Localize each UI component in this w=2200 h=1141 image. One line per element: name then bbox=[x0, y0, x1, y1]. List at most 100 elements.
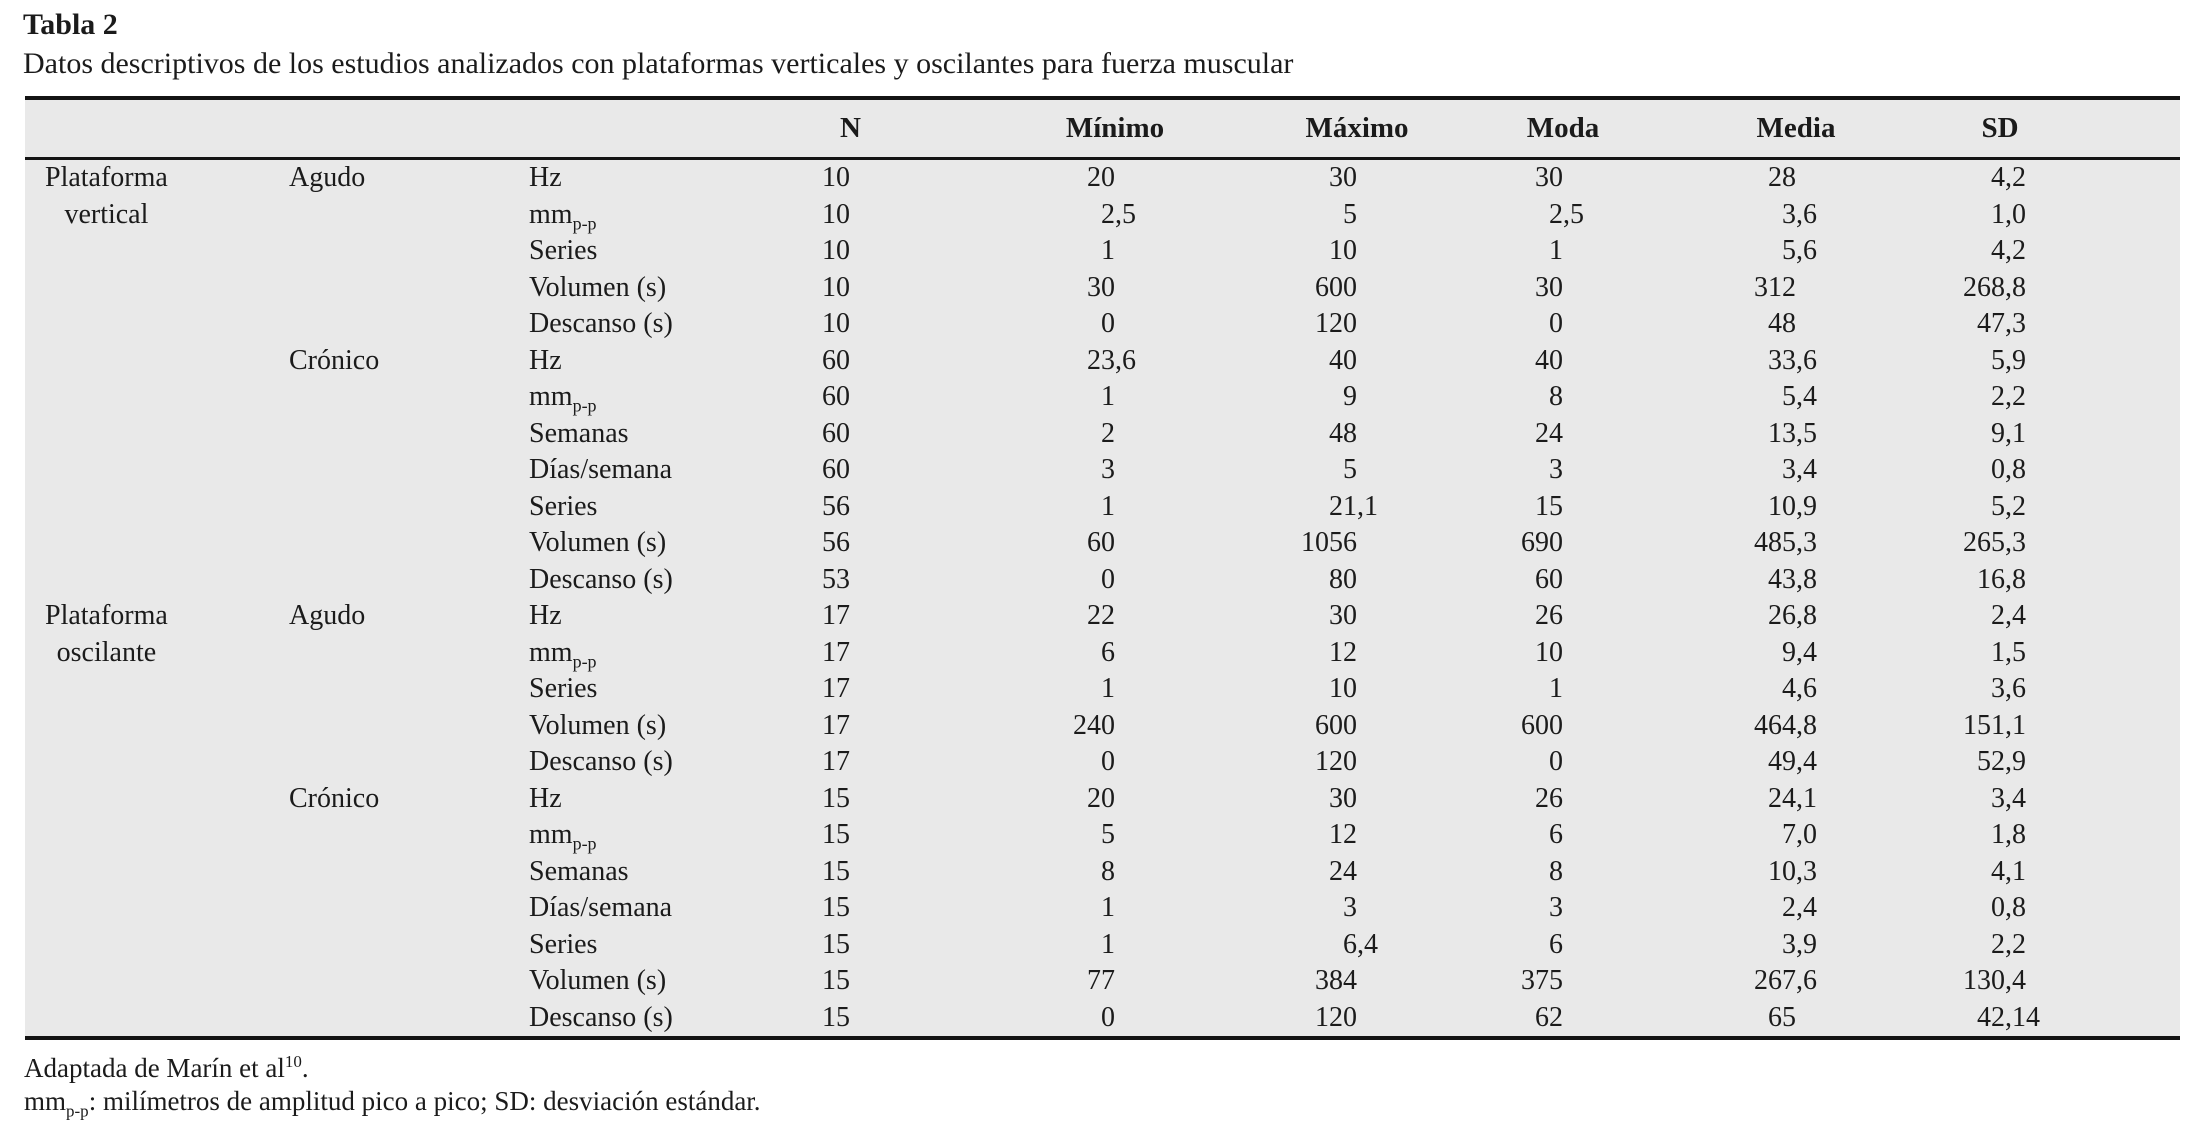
table-row: mmp-p 15 5 12 6 7,0 1,8 bbox=[25, 817, 2180, 854]
value-decimal-part: ,5 bbox=[2005, 636, 2026, 668]
table-body: Plataforma vertical Agudo Hz 10 20 30 30 28 4,2 mm… bbox=[25, 159, 2180, 1039]
variable-cell: Series bbox=[529, 490, 598, 522]
value-decimal-part bbox=[1563, 744, 1680, 781]
value: 0 bbox=[982, 562, 1236, 599]
value-integer-part: 9 bbox=[1782, 636, 1796, 668]
value: 4,2 bbox=[1900, 233, 2180, 270]
value-cell: 49,4 bbox=[1680, 744, 1900, 781]
value-integer-part: 1 bbox=[1101, 490, 1115, 522]
value-decimal-part: ,1 bbox=[1796, 782, 1817, 814]
value-integer-part: 2 bbox=[1991, 928, 2005, 960]
value-cell: 1 bbox=[1460, 233, 1680, 270]
value-cell: 2,4 bbox=[1680, 890, 1900, 927]
value-integer-part: 600 bbox=[1521, 709, 1563, 741]
value: 30 bbox=[1236, 160, 1460, 197]
value: 267,6 bbox=[1680, 963, 1900, 1000]
value-integer-part: 10 bbox=[1768, 490, 1796, 522]
value-decimal-part: ,4 bbox=[1796, 746, 1817, 777]
value-decimal-part bbox=[850, 927, 982, 964]
value: 1,8 bbox=[1900, 817, 2180, 854]
value: 30 bbox=[1460, 160, 1680, 197]
column-header-maximo: Máximo bbox=[1236, 98, 1460, 160]
value: 17 bbox=[755, 671, 982, 708]
value-cell: 120 bbox=[1236, 1000, 1460, 1039]
value-cell: 240 bbox=[982, 708, 1236, 745]
value-cell: 7,0 bbox=[1680, 817, 1900, 854]
value: 1 bbox=[982, 379, 1236, 416]
value-decimal-part: ,6 bbox=[1796, 198, 1817, 230]
value-cell: 60 bbox=[755, 343, 982, 380]
variable-cell: Series bbox=[529, 235, 598, 266]
value: 60 bbox=[755, 416, 982, 453]
value-cell: 9,4 bbox=[1680, 635, 1900, 672]
value-cell: 2,2 bbox=[1900, 927, 2180, 964]
value: 120 bbox=[1236, 744, 1460, 781]
value-integer-part: 28 bbox=[1768, 162, 1796, 193]
value-cell: 4,2 bbox=[1900, 233, 2180, 270]
value-decimal-part: ,4 bbox=[2005, 782, 2026, 814]
value-integer-part: 10 bbox=[1768, 855, 1796, 887]
variable-cell: Volumen (s) bbox=[529, 271, 667, 303]
value: 1 bbox=[982, 233, 1236, 270]
value-decimal-part bbox=[1563, 306, 1680, 343]
variable-cell: Días/semana bbox=[529, 892, 673, 923]
value-integer-part: 48 bbox=[1329, 417, 1357, 449]
value-decimal-part: ,4 bbox=[1796, 636, 1817, 668]
value-integer-part: 3 bbox=[1549, 454, 1563, 485]
value: 5 bbox=[1236, 452, 1460, 489]
footnote-adapted-text: Adaptada de Marín et al bbox=[24, 1053, 285, 1083]
value-decimal-part bbox=[1357, 343, 1460, 380]
value-decimal-part bbox=[1563, 343, 1680, 380]
value-integer-part: 3 bbox=[1782, 928, 1796, 960]
footnote-abbrev-post: : milímetros de amplitud pico a pico; SD… bbox=[88, 1086, 761, 1116]
value-cell: 15 bbox=[755, 1000, 982, 1039]
value-integer-part: 53 bbox=[822, 563, 850, 595]
value: 56 bbox=[755, 489, 982, 526]
value-cell: 52,9 bbox=[1900, 744, 2180, 781]
value-integer-part: 3 bbox=[1549, 892, 1563, 923]
value-cell: 10 bbox=[755, 159, 982, 197]
value: 62 bbox=[1460, 1000, 1680, 1037]
column-header-n-label: N bbox=[840, 112, 861, 144]
value-integer-part: 8 bbox=[1549, 381, 1563, 412]
value: 690 bbox=[1460, 525, 1680, 562]
value: 2,5 bbox=[982, 197, 1236, 234]
value: 375 bbox=[1460, 963, 1680, 1000]
value-decimal-part bbox=[1796, 306, 1900, 343]
value-integer-part: 6 bbox=[1549, 928, 1563, 960]
value-integer-part: 4 bbox=[1991, 235, 2005, 266]
data-table: N Mínimo Máximo Moda Media SD Plataforma… bbox=[25, 96, 2180, 1040]
value: 1 bbox=[982, 671, 1236, 708]
value-integer-part: 312 bbox=[1754, 271, 1796, 303]
value: 21,1 bbox=[1236, 489, 1460, 526]
value-integer-part: 130 bbox=[1963, 965, 2005, 996]
table-row: Días/semana 60 3 5 3 3,4 0,8 bbox=[25, 452, 2180, 489]
value-cell: 1 bbox=[982, 489, 1236, 526]
value-cell: 28 bbox=[1680, 159, 1900, 197]
value-decimal-part: ,4 bbox=[2005, 600, 2026, 631]
value-decimal-part bbox=[850, 379, 982, 416]
value-decimal-part bbox=[1357, 270, 1460, 307]
value-integer-part: 8 bbox=[1549, 855, 1563, 887]
value-integer-part: 375 bbox=[1521, 965, 1563, 996]
variable-subscript: p-p bbox=[572, 651, 597, 672]
value-cell: 33,6 bbox=[1680, 343, 1900, 380]
value: 4,1 bbox=[1900, 854, 2180, 891]
value-decimal-part bbox=[1115, 927, 1236, 964]
value-cell: 5 bbox=[982, 817, 1236, 854]
value-decimal-part bbox=[1357, 160, 1460, 197]
value-cell: 0 bbox=[982, 744, 1236, 781]
value-integer-part: 10 bbox=[822, 235, 850, 266]
value-cell: 30 bbox=[1236, 781, 1460, 818]
value: 42,14 bbox=[1900, 1000, 2180, 1037]
variable-cell: Hz bbox=[529, 162, 562, 193]
value-decimal-part bbox=[850, 306, 982, 343]
value-cell: 312 bbox=[1680, 270, 1900, 307]
value-decimal-part bbox=[850, 598, 982, 635]
table-row: Semanas 60 2 48 24 13,5 9,1 bbox=[25, 416, 2180, 453]
value: 5,4 bbox=[1680, 379, 1900, 416]
value-integer-part: 0 bbox=[1101, 1001, 1115, 1033]
footnote-adapted: Adaptada de Marín et al10. bbox=[24, 1052, 309, 1084]
value-integer-part: 240 bbox=[1073, 709, 1115, 741]
value: 0 bbox=[982, 1000, 1236, 1037]
